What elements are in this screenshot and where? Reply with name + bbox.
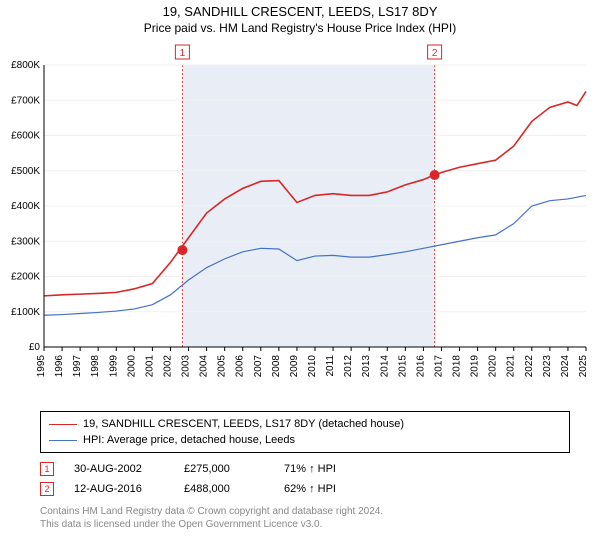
x-tick-label: 2003 [181, 355, 192, 378]
x-tick-label: 2024 [560, 355, 571, 378]
marker-row: 1 30-AUG-2002 £275,000 71% ↑ HPI [40, 459, 600, 479]
title-main: 19, SANDHILL CRESCENT, LEEDS, LS17 8DY [0, 4, 600, 19]
legend-box: 19, SANDHILL CRESCENT, LEEDS, LS17 8DY (… [40, 411, 570, 453]
titles: 19, SANDHILL CRESCENT, LEEDS, LS17 8DY P… [0, 0, 600, 37]
x-tick-label: 2023 [542, 355, 553, 378]
x-tick-label: 2011 [325, 355, 336, 377]
chart-svg: £0 £100K £200K £300K £400K £500K £600K £700K £80… [0, 37, 600, 407]
legend-swatch [49, 440, 77, 441]
x-tick-label: 2004 [199, 355, 210, 378]
x-tick-label: 2015 [397, 355, 408, 378]
x-tick-label: 2001 [144, 355, 155, 378]
y-tick-label: £100K [11, 307, 40, 318]
legend-swatch [49, 424, 77, 425]
chart: £0 £100K £200K £300K £400K £500K £600K £700K £80… [0, 37, 600, 407]
x-tick-label: 2014 [379, 355, 390, 378]
footer-line-1: Contains HM Land Registry data © Crown c… [40, 505, 600, 518]
marker-price: £275,000 [184, 463, 264, 475]
x-tick-label: 2005 [217, 355, 228, 378]
x-tick-label: 2016 [415, 355, 426, 378]
y-tick-label: £700K [11, 95, 40, 106]
marker-delta: 71% ↑ HPI [284, 463, 364, 475]
x-tick-label: 2018 [452, 355, 463, 378]
y-tick-label: £400K [11, 201, 40, 212]
x-tick-label: 2010 [307, 355, 318, 378]
chart-container: 19, SANDHILL CRESCENT, LEEDS, LS17 8DY P… [0, 0, 600, 560]
footer-line-2: This data is licensed under the Open Gov… [40, 518, 600, 531]
title-sub: Price paid vs. HM Land Registry's House … [0, 21, 600, 35]
x-tick-label: 1995 [36, 355, 47, 378]
badge-label: 2 [432, 48, 438, 59]
markers-table: 1 30-AUG-2002 £275,000 71% ↑ HPI 2 12-AUG-201… [40, 459, 600, 499]
y-tick-label: £200K [11, 272, 40, 283]
x-tick-label: 2025 [578, 355, 589, 378]
legend-label: HPI: Average price, detached house, Leed… [83, 434, 295, 446]
x-tick-label: 2017 [433, 355, 444, 378]
y-tick-label: £0 [29, 342, 41, 353]
y-tick-label: £500K [11, 166, 40, 177]
x-tick-label: 2007 [253, 355, 264, 378]
x-tick-label: 2021 [506, 355, 517, 378]
x-tick-label: 1996 [54, 355, 65, 378]
x-tick-label: 2009 [289, 355, 300, 378]
x-tick-label: 1997 [72, 355, 83, 378]
x-tick-label: 2022 [524, 355, 535, 378]
marker-badge: 2 [40, 482, 54, 496]
marker-date: 30-AUG-2002 [74, 463, 164, 475]
legend-row: 19, SANDHILL CRESCENT, LEEDS, LS17 8DY (… [49, 416, 561, 432]
x-tick-label: 1999 [108, 355, 119, 378]
x-tick-label: 2012 [343, 355, 354, 378]
badge-label: 1 [180, 48, 186, 59]
marker-date: 12-AUG-2016 [74, 483, 164, 495]
x-tick-label: 2002 [162, 355, 173, 378]
x-tick-label: 2019 [470, 355, 481, 378]
y-tick-label: £300K [11, 236, 40, 247]
data-point [177, 245, 187, 255]
x-tick-label: 1998 [90, 355, 101, 378]
data-point [430, 170, 440, 180]
x-tick-label: 2020 [488, 355, 499, 378]
legend-row: HPI: Average price, detached house, Leed… [49, 432, 561, 448]
marker-badge: 1 [40, 462, 54, 476]
marker-row: 2 12-AUG-2016 £488,000 62% ↑ HPI [40, 479, 600, 499]
y-tick-label: £800K [11, 60, 40, 71]
y-tick-label: £600K [11, 131, 40, 142]
x-tick-label: 2008 [271, 355, 282, 378]
legend-label: 19, SANDHILL CRESCENT, LEEDS, LS17 8DY (… [83, 418, 404, 430]
x-tick-label: 2006 [235, 355, 246, 378]
x-tick-label: 2013 [361, 355, 372, 378]
x-tick-label: 2000 [126, 355, 137, 378]
footer: Contains HM Land Registry data © Crown c… [40, 505, 600, 531]
marker-delta: 62% ↑ HPI [284, 483, 364, 495]
marker-price: £488,000 [184, 483, 264, 495]
